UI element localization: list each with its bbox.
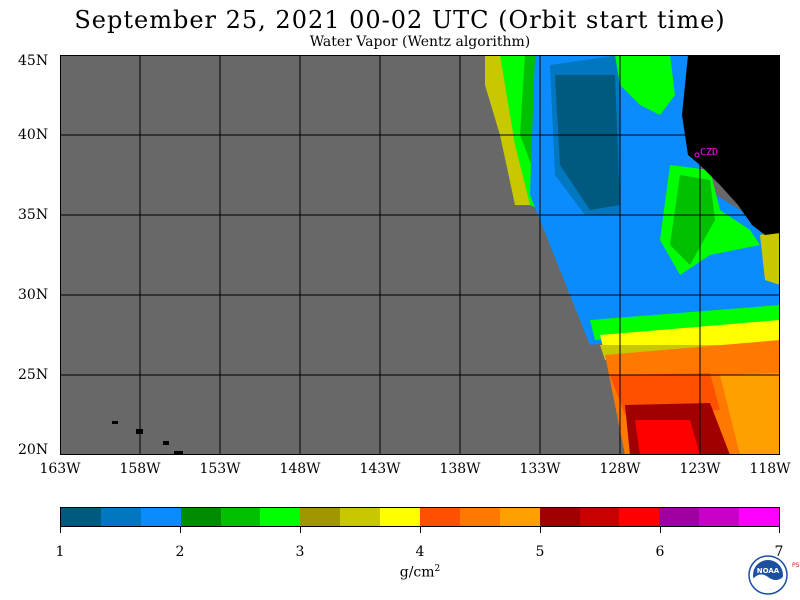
colorbar-tick	[60, 527, 61, 533]
lon-label-153w: 153W	[199, 461, 241, 477]
lat-label-45n: 45N	[18, 53, 49, 69]
swath-green-north	[615, 55, 675, 115]
lon-label-148w: 148W	[279, 461, 321, 477]
colorbar-segment	[539, 508, 580, 526]
colorbar-tick	[779, 527, 780, 533]
colorbar-segment	[619, 508, 660, 526]
colorbar-segment	[180, 508, 221, 526]
chart-subtitle: Water Vapor (Wentz algorithm)	[309, 34, 531, 50]
colorbar-label-6: 6	[655, 544, 665, 560]
lon-label-138w: 138W	[439, 461, 481, 477]
swath-medium-green-coast	[670, 175, 715, 265]
station-marker-czd: CZD	[694, 147, 718, 158]
swath-dark-blue	[555, 75, 620, 210]
swath-light-orange	[720, 373, 780, 455]
lon-label-163w: 163W	[39, 461, 81, 477]
station-marker-dot	[694, 152, 700, 158]
colorbar-segment	[260, 508, 301, 526]
units-exponent: 2	[434, 564, 441, 574]
colorbar-tick	[420, 527, 421, 533]
colorbar-tick	[660, 527, 661, 533]
colorbar-segment	[699, 508, 740, 526]
colorbar-tick	[180, 527, 181, 533]
lon-label-118w: 118W	[749, 461, 791, 477]
colorbar-label-4: 4	[415, 544, 425, 560]
colorbar-segment	[499, 508, 540, 526]
swath-green-band	[590, 305, 780, 340]
swath-yellow-coast	[760, 230, 780, 285]
colorbar-segment	[420, 508, 460, 526]
map-grid	[60, 55, 780, 455]
colorbar-segment	[100, 508, 141, 526]
svg-text:NOAA: NOAA	[757, 567, 780, 575]
colorbar-tick	[300, 527, 301, 533]
colorbar-segment	[300, 508, 341, 526]
colorbar-label-7: 7	[774, 544, 784, 560]
noaa-logo: NOAA	[748, 555, 788, 595]
lat-label-30n: 30N	[18, 287, 49, 303]
colorbar	[60, 507, 780, 527]
colorbar-segment	[739, 508, 780, 526]
lat-label-20n: 20N	[18, 442, 49, 458]
colorbar-segment	[459, 508, 500, 526]
water-vapor-map: CZD	[60, 55, 780, 455]
colorbar-segment	[140, 508, 181, 526]
colorbar-segment	[380, 508, 421, 526]
lon-label-158w: 158W	[119, 461, 161, 477]
lat-label-40n: 40N	[18, 127, 49, 143]
colorbar-label-3: 3	[295, 544, 305, 560]
colorbar-segment	[340, 508, 381, 526]
lon-label-143w: 143W	[359, 461, 401, 477]
colorbar-units: g/cm2	[380, 564, 460, 581]
colorbar-label-5: 5	[535, 544, 545, 560]
psl-mark: PSL	[792, 562, 800, 569]
colorbar-segment	[220, 508, 261, 526]
colorbar-segment	[579, 508, 620, 526]
chart-title: September 25, 2021 00-02 UTC (Orbit star…	[74, 6, 726, 34]
units-text: g/cm	[399, 564, 435, 581]
lat-label-35n: 35N	[18, 207, 49, 223]
lon-label-128w: 128W	[599, 461, 641, 477]
colorbar-segment	[61, 508, 101, 526]
colorbar-tick	[540, 527, 541, 533]
swath-data	[485, 55, 780, 455]
lat-label-25n: 25N	[18, 367, 49, 383]
colorbar-label-1: 1	[55, 544, 65, 560]
colorbar-label-2: 2	[175, 544, 185, 560]
colorbar-segment	[659, 508, 700, 526]
lon-label-123w: 123W	[679, 461, 721, 477]
land-mass	[682, 55, 780, 235]
lon-label-133w: 133W	[519, 461, 561, 477]
swath-red	[635, 420, 700, 455]
station-label: CZD	[700, 147, 718, 158]
